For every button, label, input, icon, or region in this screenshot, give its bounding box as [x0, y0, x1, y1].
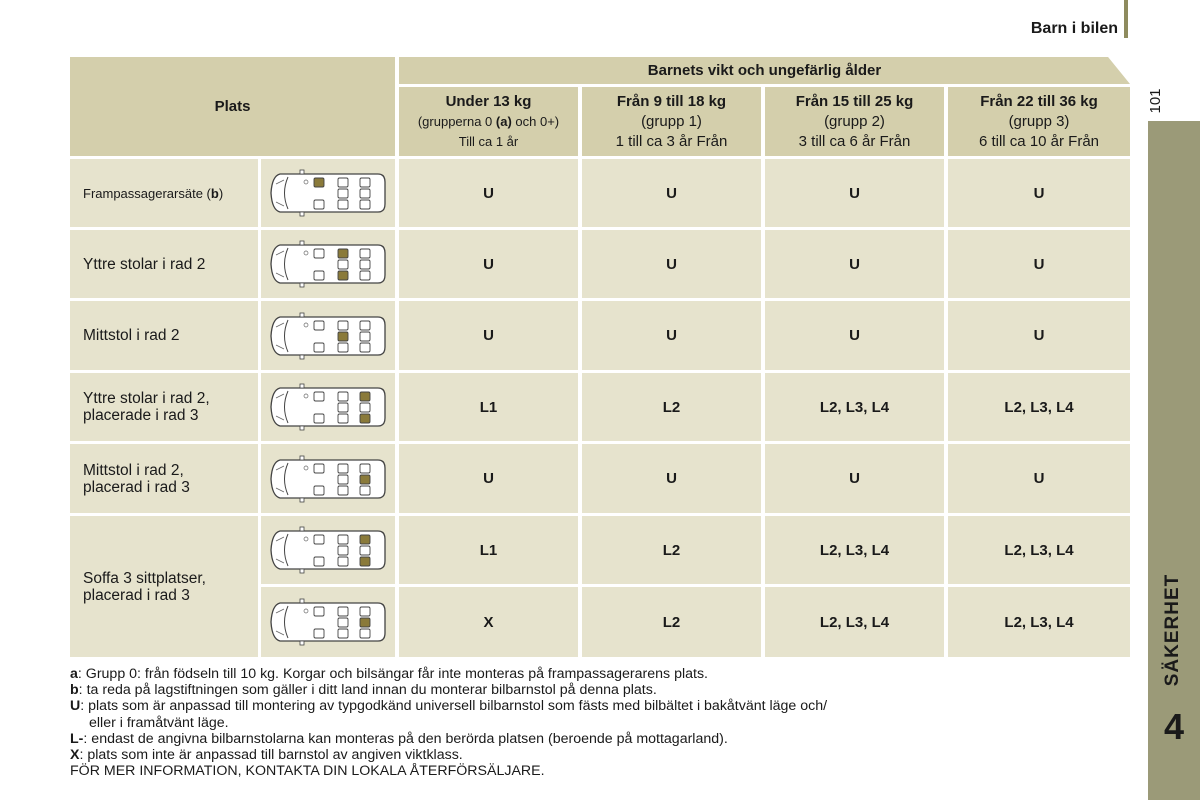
value-cell: L2, L3, L4 — [765, 373, 944, 441]
footnote-a: a: Grupp 0: från födseln till 10 kg. Kor… — [70, 666, 708, 682]
row-label-bench-row3: Soffa 3 sittplatser, placerad i rad 3 — [70, 516, 258, 657]
group-header-2: Från 15 till 25 kg (grupp 2) 3 till ca 6… — [765, 87, 944, 156]
car-diagram-cell — [261, 444, 395, 513]
car-diagram-cell — [261, 159, 395, 227]
row-label-middle-row2-in-row3: Mittstol i rad 2, placerad i rad 3 — [70, 444, 258, 513]
child-seat-table: Plats Barnets vikt och ungefärlig ålder … — [70, 57, 1130, 657]
row-label-front-passenger: Frampassagerarsäte (b) — [70, 159, 258, 227]
value-cell: L2, L3, L4 — [948, 373, 1130, 441]
value-cell: U — [399, 444, 578, 513]
value-cell: U — [765, 159, 944, 227]
value-cell: U — [765, 301, 944, 370]
group-header-3: Från 22 till 36 kg (grupp 3) 6 till ca 1… — [948, 87, 1130, 156]
value-cell: L1 — [399, 516, 578, 584]
plats-header: Plats — [70, 57, 395, 156]
car-seat-diagram-icon — [270, 598, 386, 646]
car-diagram-cell — [261, 301, 395, 370]
value-cell: L2 — [582, 516, 761, 584]
weight-age-header: Barnets vikt och ungefärlig ålder — [399, 57, 1130, 84]
value-cell: U — [582, 159, 761, 227]
page-number: 101 — [1147, 88, 1164, 114]
value-cell: L1 — [399, 373, 578, 441]
value-cell: U — [582, 230, 761, 298]
footnotes: a: Grupp 0: från födseln till 10 kg. Kor… — [70, 666, 1130, 779]
side-tab — [1148, 121, 1200, 800]
value-cell: U — [948, 444, 1130, 513]
car-seat-diagram-icon — [270, 383, 386, 431]
car-diagram-cell — [261, 516, 395, 584]
car-seat-diagram-icon — [270, 169, 386, 217]
value-cell: U — [765, 444, 944, 513]
value-cell: U — [399, 301, 578, 370]
value-cell: L2, L3, L4 — [765, 516, 944, 584]
value-cell: U — [582, 301, 761, 370]
footnote-b: b: ta reda på lagstiftningen som gäller … — [70, 682, 657, 699]
car-diagram-cell — [261, 230, 395, 298]
value-cell: L2, L3, L4 — [948, 587, 1130, 657]
footnote-l: L-: endast de angivna bilbarnstolarna ka… — [70, 730, 728, 747]
car-seat-diagram-icon — [270, 455, 386, 502]
car-diagram-cell — [261, 373, 395, 441]
car-seat-diagram-icon — [270, 240, 386, 288]
header-title: Barn i bilen — [1030, 20, 1118, 37]
value-cell: U — [948, 301, 1130, 370]
value-cell: U — [948, 230, 1130, 298]
value-cell: U — [948, 159, 1130, 227]
car-seat-diagram-icon — [270, 526, 386, 574]
row-label-middle-row2: Mittstol i rad 2 — [70, 301, 258, 370]
footnote-x: X: plats som inte är anpassad till barns… — [70, 747, 463, 764]
value-cell: L2, L3, L4 — [948, 516, 1130, 584]
car-diagram-cell — [261, 587, 395, 657]
footnote-u-continued: eller i framåtvänt läge. — [89, 714, 229, 731]
group-header-1: Från 9 till 18 kg (grupp 1) 1 till ca 3 … — [582, 87, 761, 156]
value-cell: X — [399, 587, 578, 657]
value-cell: U — [582, 444, 761, 513]
row-label-outer-row2: Yttre stolar i rad 2 — [70, 230, 258, 298]
header-rule — [1124, 0, 1128, 38]
footnote-u: U: plats som är anpassad till montering … — [70, 698, 828, 715]
value-cell: L2 — [582, 587, 761, 657]
value-cell: U — [399, 159, 578, 227]
car-seat-diagram-icon — [270, 312, 386, 359]
value-cell: L2 — [582, 373, 761, 441]
row-label-outer-row2-in-row3: Yttre stolar i rad 2, placerade i rad 3 — [70, 373, 258, 441]
group-header-0: Under 13 kg (grupperna 0 (a) och 0+) Til… — [399, 87, 578, 156]
chapter-title: SÄKERHET — [1162, 573, 1183, 687]
value-cell: L2, L3, L4 — [765, 587, 944, 657]
value-cell: U — [765, 230, 944, 298]
value-cell: U — [399, 230, 578, 298]
footnote-contact: FÖR MER INFORMATION, KONTAKTA DIN LOKALA… — [70, 763, 545, 780]
chapter-number: 4 — [1163, 706, 1185, 747]
